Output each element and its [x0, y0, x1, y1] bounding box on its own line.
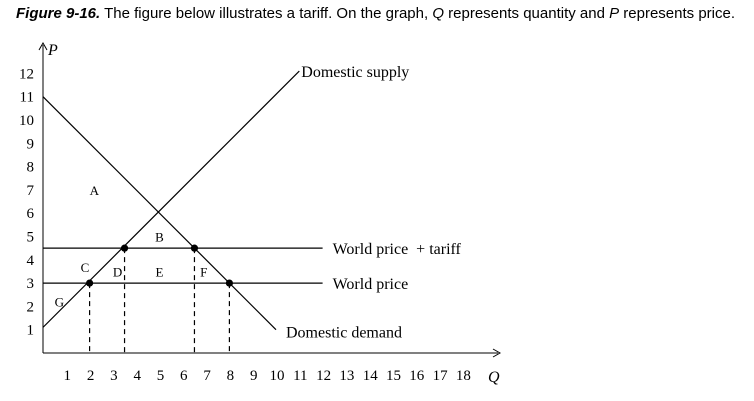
x-tick-label: 9	[250, 368, 258, 384]
y-tick-label: 9	[27, 136, 35, 152]
label-domestic-demand: Domestic demand	[286, 325, 402, 342]
caption-text-2: represents quantity and	[444, 5, 610, 22]
area-label-d: D	[113, 264, 122, 279]
x-tick-label: 6	[180, 368, 188, 384]
figure-caption: Figure 9-16. The figure below illustrate…	[16, 5, 748, 22]
x-tick-label: 8	[227, 368, 235, 384]
x-tick-label: 10	[270, 368, 285, 384]
caption-figure-number: Figure 9-16.	[16, 5, 101, 22]
x-tick-label: 5	[157, 368, 165, 384]
x-tick-label: 12	[316, 368, 331, 384]
y-tick-label: 2	[27, 299, 35, 315]
caption-text-3: represents price.	[619, 5, 736, 22]
label-domestic-supply: Domestic supply	[301, 64, 409, 81]
intersection-point	[86, 279, 94, 287]
x-tick-label: 15	[386, 368, 401, 384]
y-tick-label: 8	[27, 160, 35, 176]
x-tick-label: 13	[339, 368, 354, 384]
y-tick-label: 5	[27, 230, 35, 246]
intersection-point	[225, 279, 233, 287]
x-tick-label: 3	[110, 368, 118, 384]
label-world-price: World price	[333, 276, 409, 293]
area-label-e: E	[156, 264, 164, 279]
y-tick-label: 1	[27, 323, 35, 339]
caption-text-1: The figure below illustrates a tariff. O…	[100, 5, 433, 22]
y-tick-label: 10	[19, 113, 34, 129]
x-tick-label: 4	[133, 368, 141, 384]
intersection-point	[120, 244, 129, 252]
y-axis-arrow	[38, 41, 48, 51]
y-axis-title: P	[47, 42, 58, 59]
y-tick-label: 7	[27, 183, 35, 199]
x-tick-label: 16	[409, 368, 425, 384]
x-tick-label: 7	[203, 368, 211, 384]
x-tick-label: 14	[363, 368, 379, 384]
area-label-a: A	[90, 183, 100, 198]
caption-q: Q	[432, 5, 444, 22]
area-label-b: B	[155, 230, 164, 245]
x-tick-label: 1	[64, 368, 72, 384]
domestic-demand-line	[42, 96, 277, 331]
area-label-f: F	[200, 264, 207, 279]
y-tick-label: 11	[20, 90, 34, 106]
y-tick-label: 4	[27, 253, 35, 269]
caption-p: P	[609, 5, 620, 22]
y-tick-label: 3	[27, 276, 35, 292]
y-tick-label: 6	[27, 206, 35, 222]
x-tick-label: 17	[433, 368, 449, 384]
area-label-g: G	[55, 295, 64, 310]
label-world-price-tariff: World price + tariff	[333, 241, 462, 258]
intersection-point	[190, 244, 199, 252]
x-tick-label: 11	[293, 368, 307, 384]
x-tick-label: 18	[456, 368, 471, 384]
area-label-c: C	[81, 260, 90, 275]
y-tick-label: 12	[19, 66, 34, 82]
x-axis-arrow	[492, 348, 502, 358]
x-axis-title: Q	[488, 369, 500, 386]
domestic-supply-line	[42, 70, 300, 328]
x-tick-label: 2	[87, 368, 95, 384]
